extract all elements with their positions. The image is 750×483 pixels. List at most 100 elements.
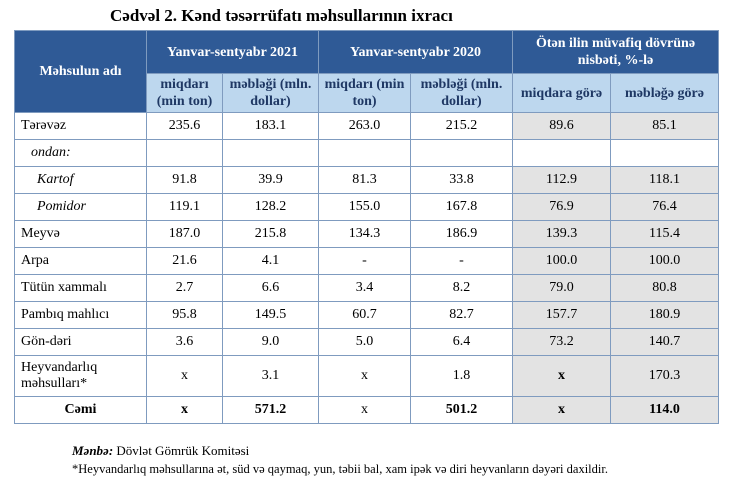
- cell-qty-2021: 3.6: [146, 328, 223, 356]
- header-ratio: Ötən ilin müvafiq dövrünə nisbəti, %-lə: [512, 30, 719, 74]
- cell-amount-ratio: 140.7: [610, 328, 719, 356]
- row-name: Heyvandarlıq məhsulları*: [14, 355, 147, 397]
- cell-amount-2020: 8.2: [410, 274, 513, 302]
- cell-amount-2020: 82.7: [410, 301, 513, 329]
- table-row: Tərəvəz 235.6 183.1 263.0 215.2 89.6 85.…: [14, 112, 719, 140]
- cell-qty-ratio: 73.2: [512, 328, 611, 356]
- cell-qty-2020: [318, 139, 411, 167]
- cell-amount-2021: 215.8: [222, 220, 319, 248]
- cell-amount-ratio: 80.8: [610, 274, 719, 302]
- cell-qty-ratio: 79.0: [512, 274, 611, 302]
- cell-amount-2020: 215.2: [410, 112, 513, 140]
- cell-qty-2021: 91.8: [146, 166, 223, 194]
- cell-amount-2021: 183.1: [222, 112, 319, 140]
- table-row: Arpa 21.6 4.1 - - 100.0 100.0: [14, 247, 719, 275]
- cell-qty-2020: 60.7: [318, 301, 411, 329]
- cell-qty-ratio: [512, 139, 611, 167]
- header-qty-2021: miqdarı (min ton): [146, 73, 223, 113]
- cell-amount-2020: 1.8: [410, 355, 513, 397]
- cell-qty-ratio: 89.6: [512, 112, 611, 140]
- cell-amount-2020: 33.8: [410, 166, 513, 194]
- source-line: Mənbə: Dövlət Gömrük Komitəsi: [72, 443, 249, 459]
- cell-amount-2021: 128.2: [222, 193, 319, 221]
- cell-qty-ratio: 112.9: [512, 166, 611, 194]
- row-name: ondan:: [14, 139, 147, 167]
- header-product-name: Məhsulun adı: [14, 30, 147, 113]
- row-name: Cəmi: [14, 396, 147, 424]
- header-amount-2021: məbləği (mln. dollar): [222, 73, 319, 113]
- table-row: Meyvə 187.0 215.8 134.3 186.9 139.3 115.…: [14, 220, 719, 248]
- cell-amount-2021: 3.1: [222, 355, 319, 397]
- header-amount-2020: məbləği (mln. dollar): [410, 73, 513, 113]
- cell-qty-2020: x: [318, 396, 411, 424]
- cell-qty-ratio: 139.3: [512, 220, 611, 248]
- cell-qty-2020: -: [318, 247, 411, 275]
- cell-qty-ratio: x: [512, 355, 611, 397]
- cell-amount-2020: 186.9: [410, 220, 513, 248]
- table-row: Tütün xammalı 2.7 6.6 3.4 8.2 79.0 80.8: [14, 274, 719, 302]
- cell-amount-2020: [410, 139, 513, 167]
- cell-qty-2021: x: [146, 396, 223, 424]
- header-amount-ratio: məbləğə görə: [610, 73, 719, 113]
- cell-qty-2021: 235.6: [146, 112, 223, 140]
- header-qty-2020: miqdarı (min ton): [318, 73, 411, 113]
- source-label: Mənbə:: [72, 443, 114, 458]
- cell-qty-2021: 119.1: [146, 193, 223, 221]
- cell-qty-2020: 81.3: [318, 166, 411, 194]
- row-name: Arpa: [14, 247, 147, 275]
- cell-amount-2021: 9.0: [222, 328, 319, 356]
- cell-qty-2021: 187.0: [146, 220, 223, 248]
- table-row: Heyvandarlıq məhsulları* x 3.1 x 1.8 x 1…: [14, 355, 719, 397]
- cell-qty-2021: 95.8: [146, 301, 223, 329]
- cell-amount-2020: -: [410, 247, 513, 275]
- cell-qty-2021: x: [146, 355, 223, 397]
- cell-amount-2021: [222, 139, 319, 167]
- cell-amount-2020: 167.8: [410, 193, 513, 221]
- row-name: Kartof: [14, 166, 147, 194]
- cell-qty-2020: x: [318, 355, 411, 397]
- table-title: Cədvəl 2. Kənd təsərrüfatı məhsullarının…: [110, 6, 453, 25]
- cell-qty-2021: 21.6: [146, 247, 223, 275]
- cell-amount-2020: 501.2: [410, 396, 513, 424]
- cell-qty-2020: 5.0: [318, 328, 411, 356]
- cell-qty-ratio: 157.7: [512, 301, 611, 329]
- cell-amount-ratio: 100.0: [610, 247, 719, 275]
- table-row: ondan:: [14, 139, 719, 167]
- cell-amount-ratio: 114.0: [610, 396, 719, 424]
- cell-amount-ratio: 180.9: [610, 301, 719, 329]
- cell-amount-ratio: 76.4: [610, 193, 719, 221]
- source-text: Dövlət Gömrük Komitəsi: [116, 443, 250, 458]
- cell-amount-2021: 4.1: [222, 247, 319, 275]
- footnote: *Heyvandarlıq məhsullarına ət, süd və qa…: [72, 462, 608, 476]
- cell-amount-2020: 6.4: [410, 328, 513, 356]
- cell-amount-2021: 149.5: [222, 301, 319, 329]
- cell-amount-ratio: 85.1: [610, 112, 719, 140]
- row-name: Gön-dəri: [14, 328, 147, 356]
- header-qty-ratio: miqdara görə: [512, 73, 611, 113]
- table-row: Pomidor 119.1 128.2 155.0 167.8 76.9 76.…: [14, 193, 719, 221]
- total-row: Cəmi x 571.2 x 501.2 x 114.0: [14, 396, 719, 424]
- cell-amount-ratio: 115.4: [610, 220, 719, 248]
- cell-amount-2021: 39.9: [222, 166, 319, 194]
- cell-qty-ratio: x: [512, 396, 611, 424]
- cell-qty-2021: 2.7: [146, 274, 223, 302]
- row-name: Pambıq mahlıcı: [14, 301, 147, 329]
- header-period-2020: Yanvar-sentyabr 2020: [318, 30, 513, 74]
- header-period-2021: Yanvar-sentyabr 2021: [146, 30, 319, 74]
- row-name: Pomidor: [14, 193, 147, 221]
- cell-qty-ratio: 76.9: [512, 193, 611, 221]
- cell-qty-2020: 134.3: [318, 220, 411, 248]
- table-row: Pambıq mahlıcı 95.8 149.5 60.7 82.7 157.…: [14, 301, 719, 329]
- table-row: Gön-dəri 3.6 9.0 5.0 6.4 73.2 140.7: [14, 328, 719, 356]
- cell-qty-ratio: 100.0: [512, 247, 611, 275]
- row-name: Tərəvəz: [14, 112, 147, 140]
- cell-qty-2020: 3.4: [318, 274, 411, 302]
- cell-amount-2021: 571.2: [222, 396, 319, 424]
- cell-amount-ratio: 118.1: [610, 166, 719, 194]
- cell-amount-ratio: 170.3: [610, 355, 719, 397]
- row-name: Meyvə: [14, 220, 147, 248]
- cell-qty-2020: 263.0: [318, 112, 411, 140]
- cell-qty-2020: 155.0: [318, 193, 411, 221]
- export-table: Məhsulun adı Yanvar-sentyabr 2021 Yanvar…: [14, 30, 719, 424]
- cell-amount-2021: 6.6: [222, 274, 319, 302]
